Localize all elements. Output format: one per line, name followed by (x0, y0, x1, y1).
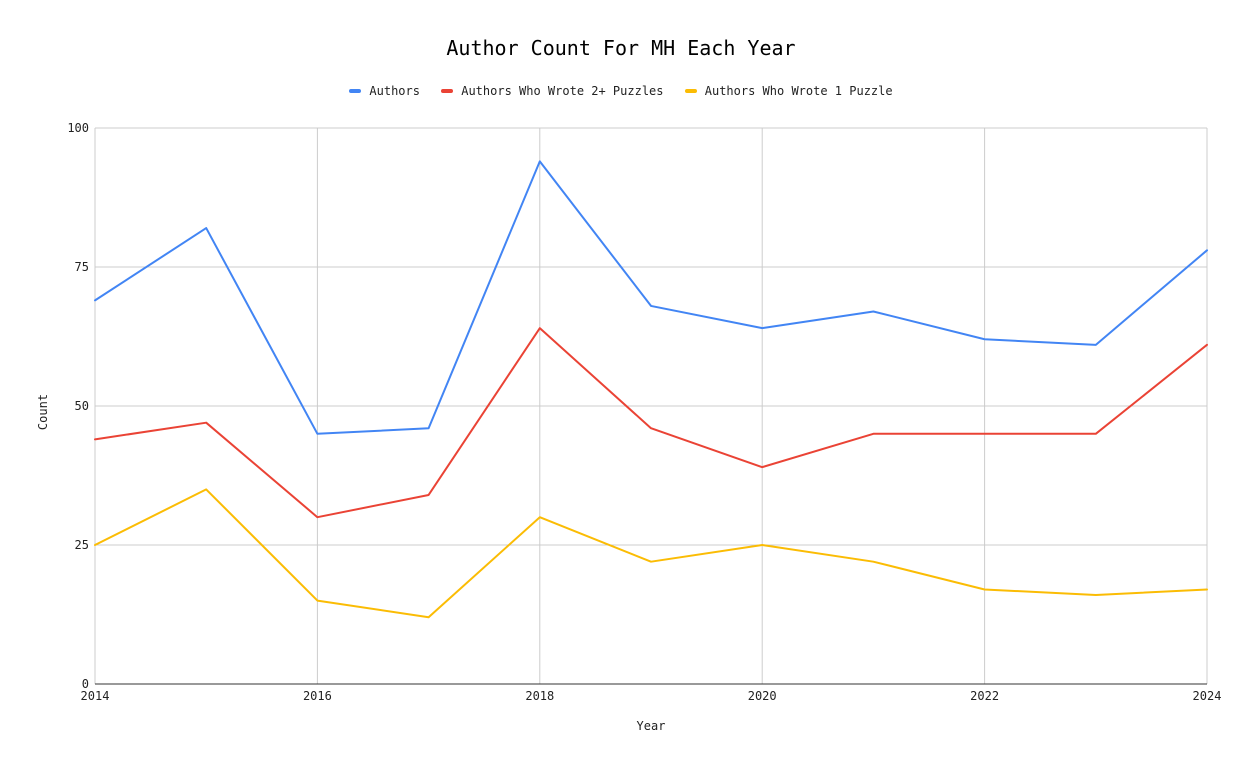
y-tick-label: 25 (75, 538, 89, 552)
series-line-0 (94, 160, 1208, 435)
legend-swatch-authors-2plus (441, 89, 454, 93)
x-axis-title: Year (637, 719, 666, 733)
x-tick-label: 2024 (1193, 689, 1222, 703)
y-axis-title: Count (36, 394, 50, 430)
x-tick-label: 2014 (81, 689, 110, 703)
legend-swatch-authors (349, 89, 362, 93)
legend-item-authors-1[interactable]: Authors Who Wrote 1 Puzzle (684, 84, 893, 98)
legend-swatch-authors-1 (684, 89, 697, 93)
legend-item-authors[interactable]: Authors (349, 84, 420, 98)
legend-item-authors-2plus[interactable]: Authors Who Wrote 2+ Puzzles (441, 84, 664, 98)
series-line-2 (94, 488, 1208, 619)
chart-title: Author Count For MH Each Year (446, 36, 796, 60)
y-tick-label: 50 (75, 399, 89, 413)
x-tick-label: 2018 (525, 689, 554, 703)
x-tick-label: 2022 (970, 689, 999, 703)
legend-label-authors-2plus: Authors Who Wrote 2+ Puzzles (461, 84, 664, 98)
series-line-1 (94, 327, 1208, 519)
grid (94, 127, 1208, 684)
legend-label-authors-1: Authors Who Wrote 1 Puzzle (704, 84, 893, 98)
x-tick-label: 2020 (748, 689, 777, 703)
x-tick-label: 2016 (303, 689, 332, 703)
y-tick-label: 0 (82, 677, 89, 691)
y-tick-label: 75 (75, 260, 89, 274)
legend-label-authors: Authors (369, 84, 420, 98)
y-tick-label: 100 (67, 121, 89, 135)
axes: 0 25 50 75 100 2014 2016 2018 2020 2022 2024 (67, 121, 1221, 703)
series-lines (94, 160, 1208, 619)
legend: Authors Authors Who Wrote 2+ Puzzles Aut… (0, 82, 1242, 98)
